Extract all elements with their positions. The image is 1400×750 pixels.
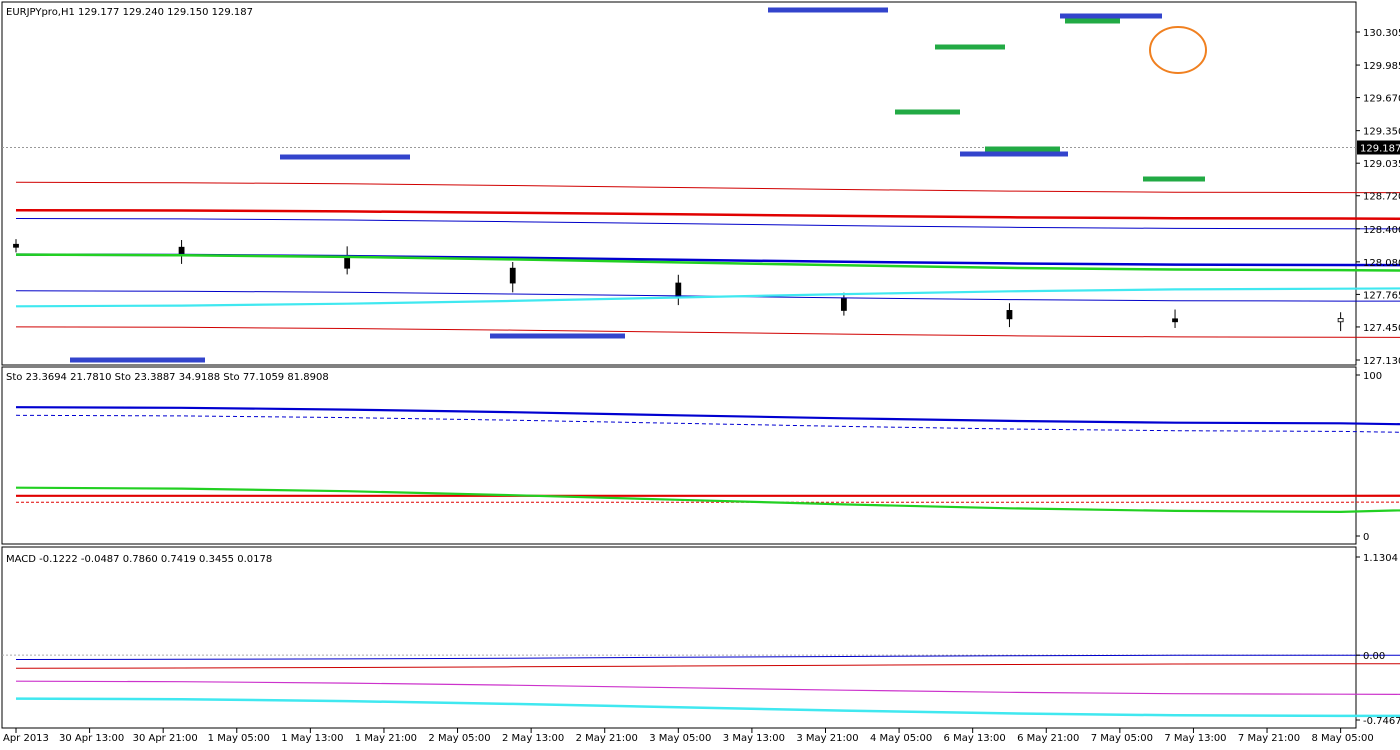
price-tick-label: -0.7467 — [1363, 716, 1400, 727]
price-tick-label: 127.765 — [1363, 290, 1400, 301]
current-price-label: 129.187 — [1360, 143, 1400, 154]
candle — [1172, 318, 1178, 323]
price-tick-label: 130.305 — [1363, 28, 1400, 39]
time-tick-label: 2 May 05:00 — [428, 733, 490, 744]
stoch-header: Sto 23.3694 21.7810 Sto 23.3887 34.9188 … — [6, 372, 329, 383]
price-tick-label: 129.670 — [1363, 94, 1400, 105]
time-tick-label: 3 May 13:00 — [723, 733, 785, 744]
time-axis: 30 Apr 2013 30 Apr 13:00 30 Apr 21:00 1 May… — [0, 728, 1374, 744]
price-pane[interactable] — [2, 0, 1400, 363]
time-tick-label: 1 May 05:00 — [208, 733, 270, 744]
time-tick-label: 7 May 05:00 — [1091, 733, 1153, 744]
candle — [1006, 310, 1013, 320]
main-header: EURJPYpro,H1 129.177 129.240 129.150 129… — [6, 7, 253, 18]
price-tick-label: 1.1304 — [1363, 553, 1398, 564]
price-tick-label: 100 — [1363, 371, 1382, 382]
price-tick-label: 128.720 — [1363, 192, 1400, 203]
time-tick-label: 30 Apr 21:00 — [133, 733, 198, 744]
current-price-box — [1357, 140, 1400, 155]
time-tick-label: 3 May 21:00 — [796, 733, 858, 744]
candle — [840, 297, 847, 311]
time-tick-label: 2 May 13:00 — [502, 733, 564, 744]
time-tick-label: 30 Apr 13:00 — [59, 733, 124, 744]
time-tick-label: 7 May 21:00 — [1238, 733, 1300, 744]
time-tick-label: 6 May 13:00 — [944, 733, 1006, 744]
price-tick-label: 129.985 — [1363, 61, 1400, 72]
price-tick-label: 128.400 — [1363, 225, 1400, 236]
price-axis: 130.305 129.985 129.670 129.350 129.035 128.7… — [1356, 28, 1400, 727]
pane-frame-2 — [1, 546, 1357, 729]
time-tick-label: 1 May 21:00 — [355, 733, 417, 744]
time-tick-label: 1 May 13:00 — [281, 733, 343, 744]
time-tick-label: 8 May 05:00 — [1312, 733, 1374, 744]
price-tick-label: 129.035 — [1363, 159, 1400, 170]
price-tick-label: 0 — [1363, 532, 1369, 543]
time-tick-label: 7 May 13:00 — [1164, 733, 1226, 744]
macd-header: MACD -0.1222 -0.0487 0.7860 0.7419 0.345… — [6, 554, 272, 565]
time-tick-label: 3 May 05:00 — [649, 733, 711, 744]
candle — [509, 267, 516, 284]
price-tick-label: 129.350 — [1363, 127, 1400, 138]
macd-pane[interactable] — [2, 560, 1400, 718]
highlight-circle — [1149, 26, 1207, 74]
time-tick-label: 6 May 21:00 — [1017, 733, 1079, 744]
price-tick-label: 127.450 — [1363, 323, 1400, 334]
price-tick-label: 127.130 — [1363, 356, 1400, 367]
time-tick-label: 4 May 05:00 — [870, 733, 932, 744]
time-tick-label: 30 Apr 2013 — [0, 733, 49, 744]
pane-frame-0 — [1, 1, 1357, 366]
candle — [13, 243, 19, 248]
pane-frame-1 — [1, 366, 1357, 545]
time-tick-label: 2 May 21:00 — [576, 733, 638, 744]
candle — [1337, 318, 1344, 323]
price-tick-label: 128.080 — [1363, 258, 1400, 269]
price-tick-label: 0.00 — [1363, 651, 1385, 662]
